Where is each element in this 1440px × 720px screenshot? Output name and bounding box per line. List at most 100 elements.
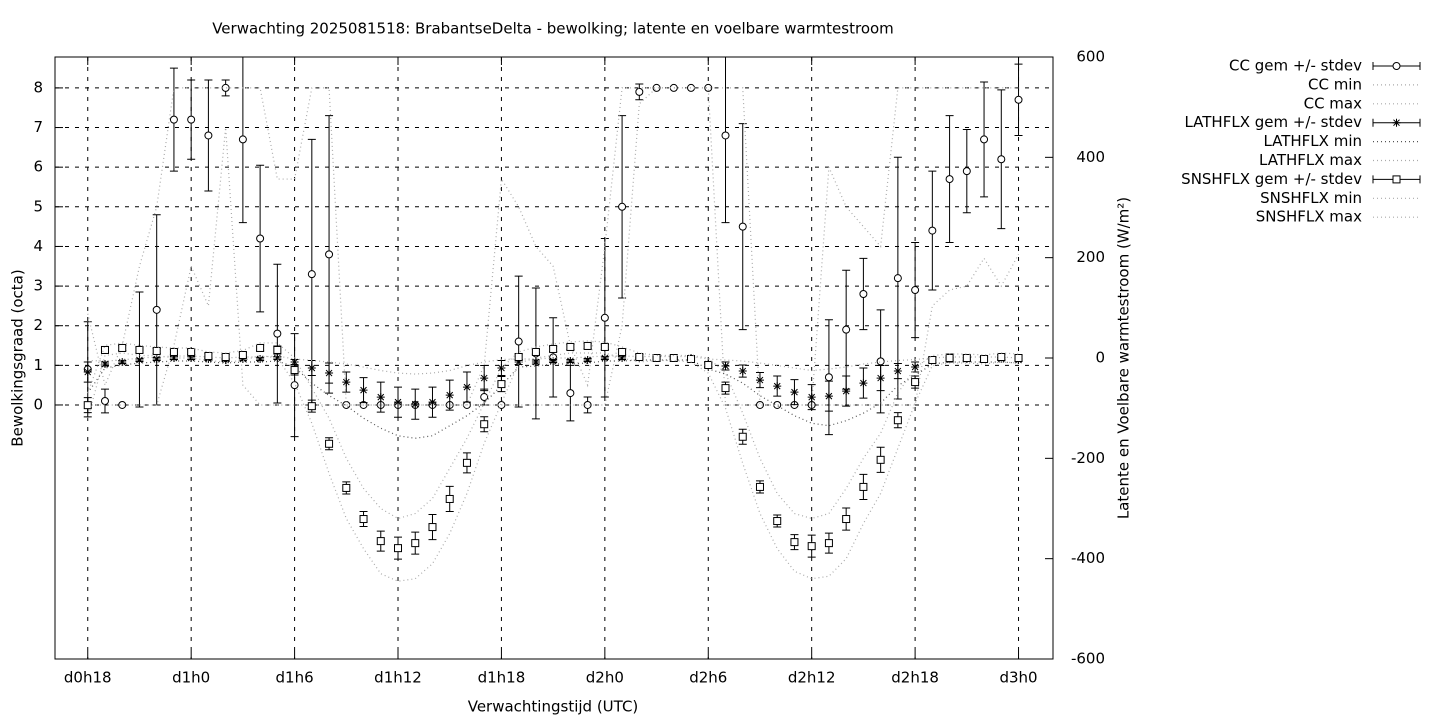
chart-title: Verwachting 2025081518: BrabantseDelta -… (212, 20, 894, 38)
marker (549, 357, 558, 366)
marker (807, 393, 816, 402)
marker (876, 374, 885, 383)
marker (411, 400, 420, 409)
marker (480, 420, 489, 429)
legend-label: SNSHFLX min (1260, 189, 1362, 207)
y2-tick-label: 600 (1076, 48, 1105, 66)
legend-label: CC gem +/- stdev (1229, 57, 1362, 75)
plot-frame (54, 56, 1054, 660)
marker (911, 286, 920, 295)
y-tick-label: 7 (33, 118, 43, 136)
marker (83, 401, 92, 410)
y-tick-label: 1 (33, 356, 43, 374)
marker (618, 347, 627, 356)
marker (1014, 354, 1023, 362)
marker (790, 388, 799, 397)
marker (394, 544, 403, 553)
marker (1392, 175, 1401, 184)
marker (790, 538, 799, 547)
legend-label: CC max (1304, 94, 1363, 112)
y2-axis-label: Latente en Voelbare warmtestroom (W/m²) (1115, 197, 1133, 519)
marker (204, 351, 213, 360)
marker (997, 352, 1006, 361)
series-line (87, 87, 1019, 406)
series-line (87, 355, 1019, 375)
marker (256, 343, 265, 352)
y-tick-label: 0 (33, 395, 43, 413)
marker (635, 352, 644, 361)
marker (204, 131, 213, 140)
marker (359, 515, 368, 524)
marker (1014, 95, 1023, 104)
marker (911, 378, 920, 387)
marker (325, 250, 334, 259)
marker (221, 83, 230, 92)
marker (428, 523, 437, 532)
marker (824, 392, 833, 401)
marker (100, 345, 109, 354)
x-tick-label: d1h12 (374, 669, 422, 687)
plot-area (83, 57, 1023, 582)
marker (169, 115, 178, 124)
marker (118, 400, 127, 409)
marker (773, 400, 782, 409)
marker (721, 362, 730, 371)
marker (152, 305, 161, 314)
marker (290, 381, 299, 390)
marker (169, 354, 178, 362)
y-axis-label: Bewolkingsgraad (octa) (9, 269, 27, 446)
marker (859, 289, 868, 298)
marker (980, 355, 989, 364)
marker (859, 482, 868, 491)
marker (583, 341, 592, 350)
y2-tick-label: -400 (1071, 549, 1105, 567)
marker (1392, 62, 1401, 70)
marker (376, 393, 385, 402)
marker (531, 347, 540, 356)
marker (893, 416, 902, 425)
marker (738, 222, 747, 231)
y2-tick-label: 0 (1095, 349, 1105, 367)
marker (738, 432, 747, 441)
marker (583, 400, 592, 409)
marker (118, 343, 127, 352)
legend-label: LATHFLX min (1263, 132, 1362, 150)
marker (531, 358, 540, 367)
marker (290, 358, 299, 367)
y2-tick-label: 200 (1076, 248, 1105, 266)
marker (807, 542, 816, 551)
marker (755, 482, 764, 491)
y2-tick-label: -200 (1071, 449, 1105, 467)
marker (83, 368, 92, 377)
y-tick-label: 5 (33, 197, 43, 215)
marker (376, 537, 385, 546)
marker (583, 356, 592, 365)
marker (566, 389, 575, 398)
legend-label: SNSHFLX max (1256, 208, 1362, 226)
y2-tick-label: 400 (1076, 148, 1105, 166)
marker (738, 367, 747, 376)
marker (893, 274, 902, 283)
marker (669, 354, 678, 362)
x-axis-label: Verwachtingstijd (UTC) (468, 698, 639, 716)
marker (704, 361, 713, 370)
marker (307, 402, 316, 411)
marker (325, 439, 334, 448)
marker (411, 539, 420, 548)
marker (238, 135, 247, 144)
marker (755, 376, 764, 385)
marker (342, 483, 351, 492)
legend-label: CC min (1308, 75, 1362, 93)
x-tick-label: d2h0 (586, 669, 624, 687)
y-tick-label: 2 (33, 316, 43, 334)
marker (842, 325, 851, 334)
marker (480, 374, 489, 383)
y-tick-label: 4 (33, 237, 43, 255)
marker (928, 356, 937, 365)
marker (652, 354, 661, 362)
marker (773, 382, 782, 391)
marker (307, 270, 316, 279)
marker (497, 380, 506, 389)
marker (238, 350, 247, 359)
